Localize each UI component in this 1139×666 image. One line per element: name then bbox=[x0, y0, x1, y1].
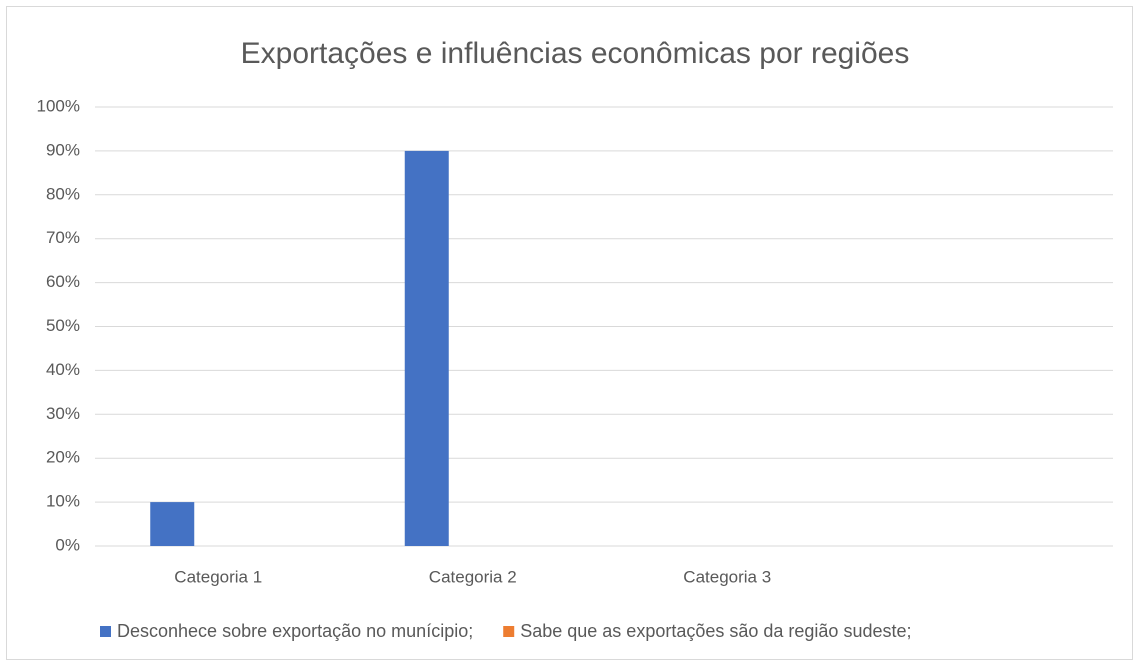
x-tick-label: Categoria 3 bbox=[683, 567, 771, 586]
x-tick-label: Categoria 1 bbox=[174, 567, 262, 586]
legend-swatch bbox=[503, 626, 515, 637]
chart-frame bbox=[6, 6, 1133, 660]
y-tick-label: 0% bbox=[55, 535, 80, 554]
legend-label: Sabe que as exportações são da região su… bbox=[520, 621, 911, 641]
y-tick-label: 80% bbox=[46, 184, 80, 203]
chart-title: Exportações e influências econômicas por… bbox=[241, 37, 910, 70]
legend-label: Desconhece sobre exportação no munícipio… bbox=[117, 621, 473, 641]
x-tick-label: Categoria 2 bbox=[429, 567, 517, 586]
y-tick-label: 10% bbox=[46, 492, 80, 511]
y-tick-label: 50% bbox=[46, 316, 80, 335]
bar bbox=[150, 502, 195, 546]
y-tick-label: 20% bbox=[46, 448, 80, 467]
y-tick-label: 40% bbox=[46, 360, 80, 379]
y-tick-label: 60% bbox=[46, 272, 80, 291]
y-tick-label: 30% bbox=[46, 404, 80, 423]
bar bbox=[404, 150, 449, 546]
y-tick-label: 70% bbox=[46, 228, 80, 247]
y-tick-label: 100% bbox=[37, 96, 80, 115]
legend-swatch bbox=[100, 626, 111, 637]
y-tick-label: 90% bbox=[46, 140, 80, 159]
